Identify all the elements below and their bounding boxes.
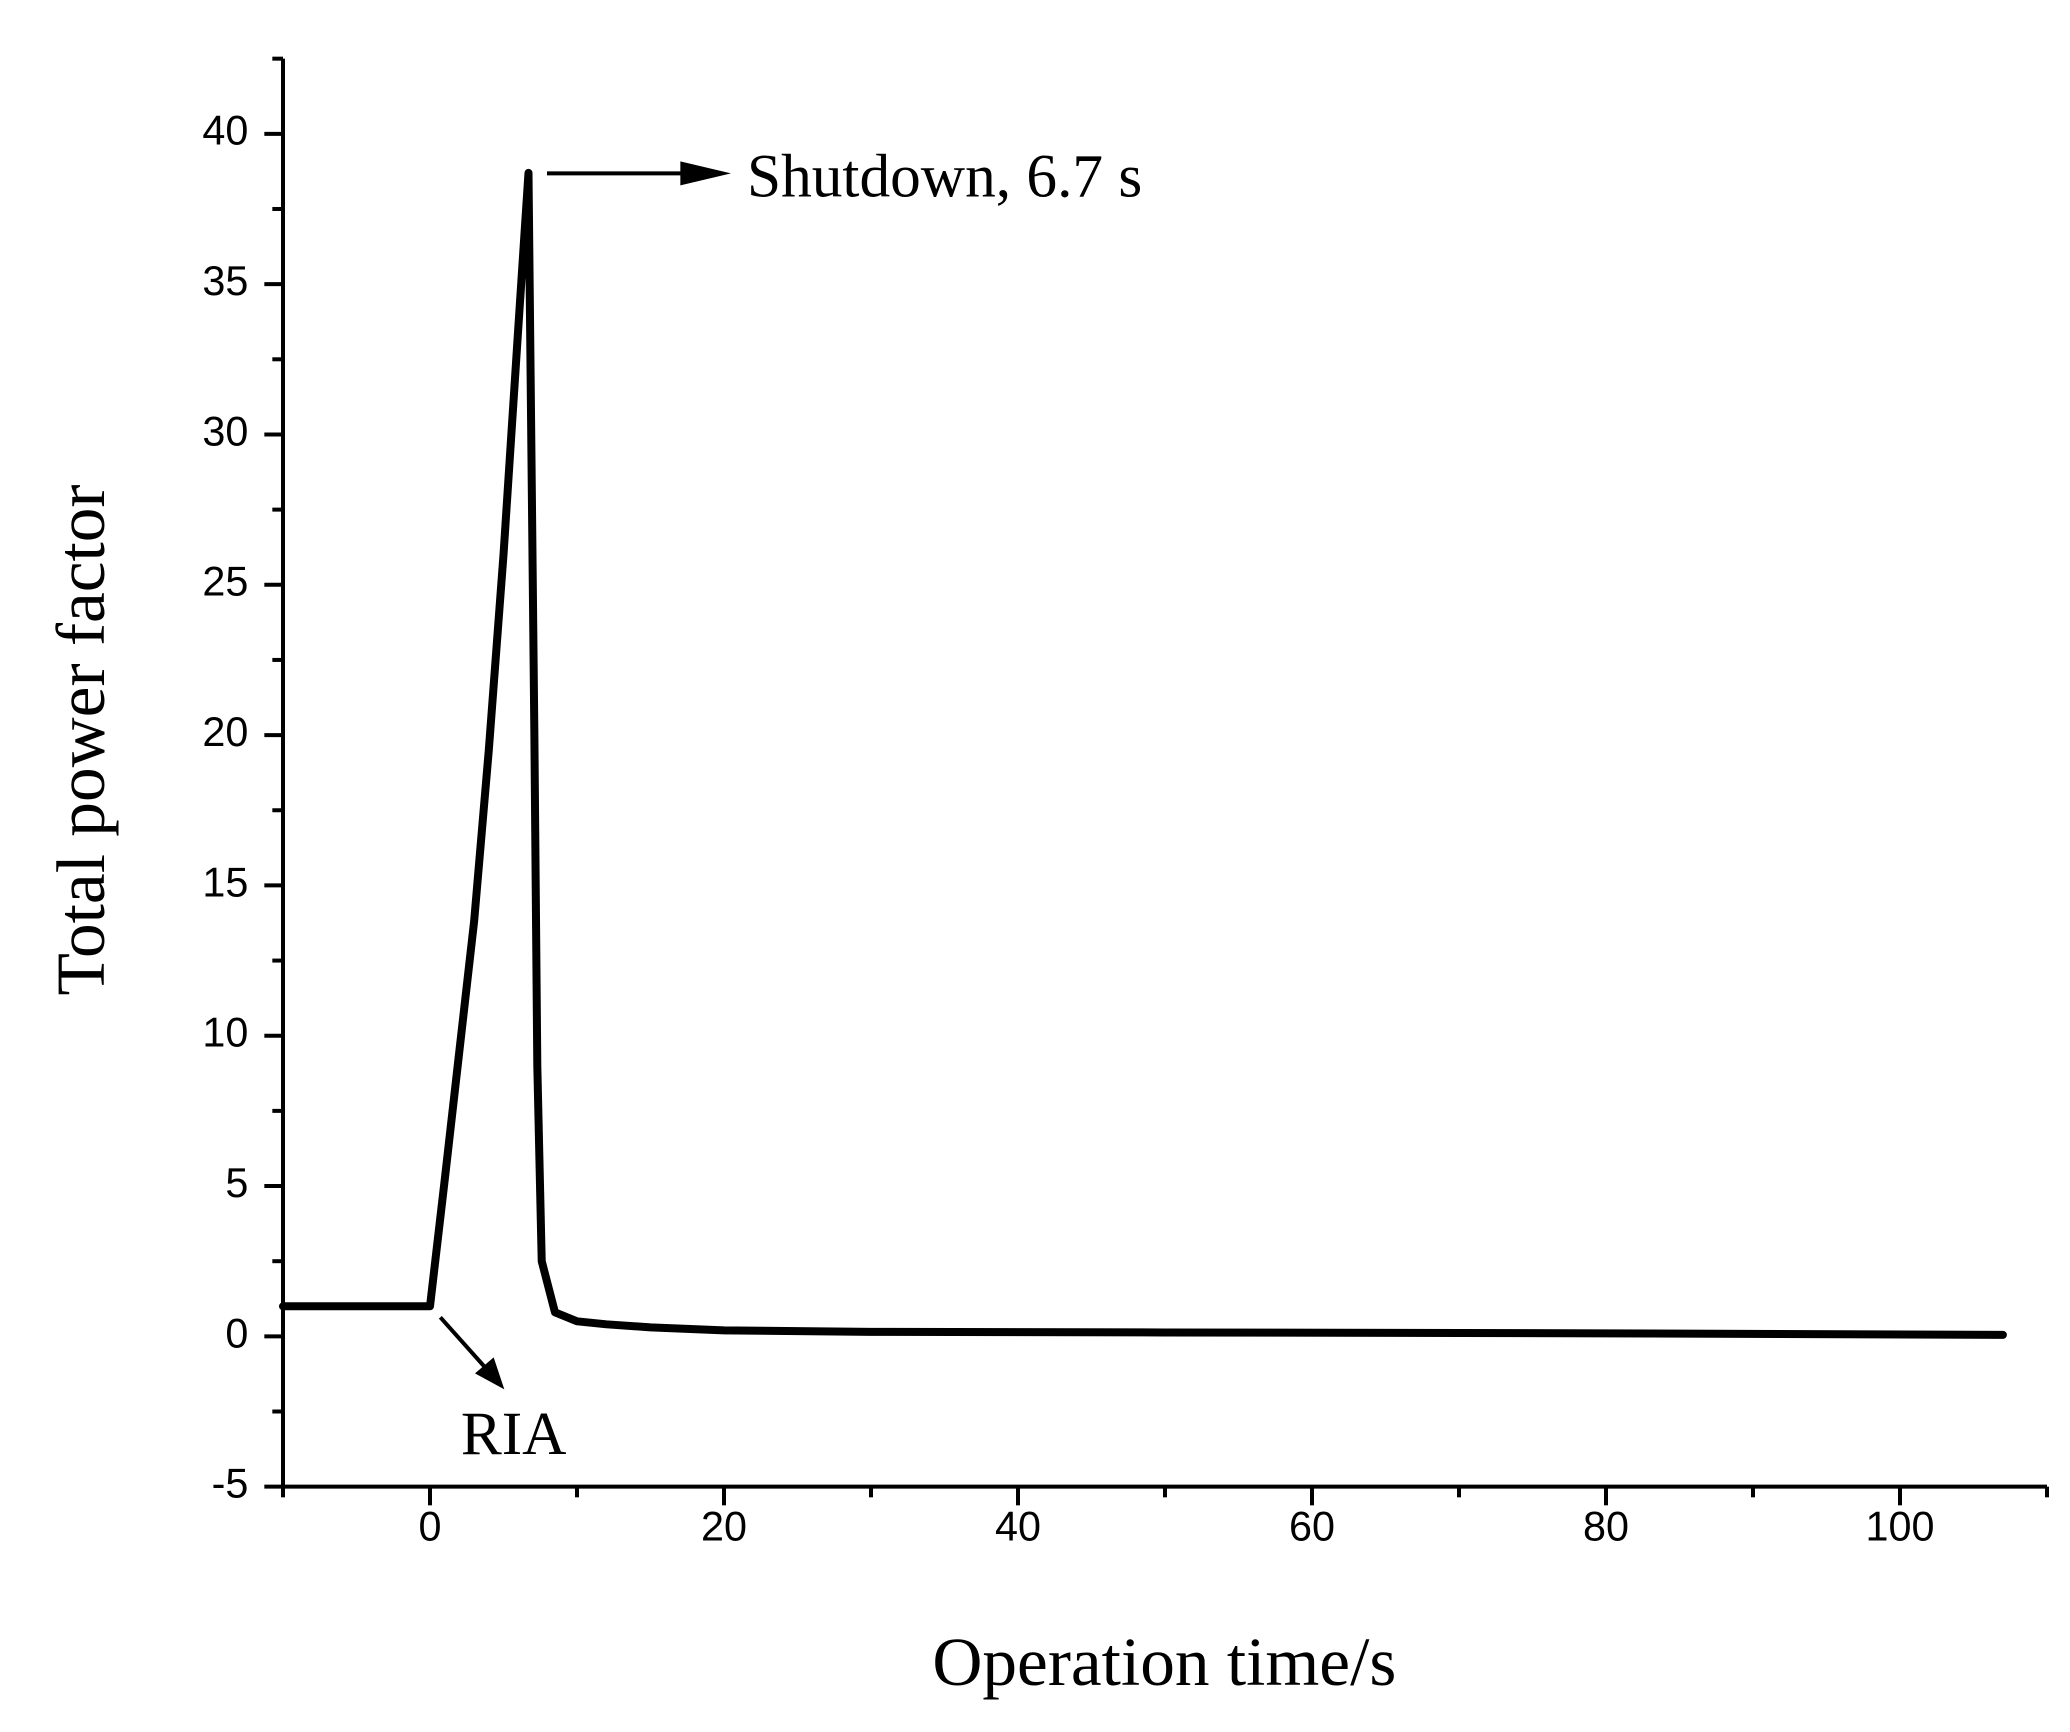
annotation: RIA (461, 1400, 567, 1468)
y-tick-label: 40 (202, 108, 248, 154)
y-tick-label: 0 (225, 1310, 248, 1356)
y-tick-label: 30 (202, 408, 248, 454)
x-tick-label: 0 (419, 1503, 442, 1549)
data-line (278, 168, 2007, 1339)
annotation-arrowhead (475, 1357, 505, 1390)
y-tick-label: 10 (202, 1010, 248, 1056)
y-tick-label: 20 (202, 709, 248, 755)
y-tick-label: 5 (225, 1160, 248, 1206)
y-tick-label: 15 (202, 859, 248, 905)
y-tick-label: -5 (212, 1461, 249, 1507)
x-axis-title: Operation time/s (932, 1623, 1396, 1700)
x-tick-label: 20 (701, 1503, 747, 1549)
x-tick-label: 100 (1866, 1503, 1935, 1549)
y-axis-title: Total power factor (42, 484, 119, 995)
x-tick-label: 60 (1289, 1503, 1335, 1549)
annotation: Shutdown, 6.7 s (747, 143, 1142, 211)
x-tick-label: 80 (1583, 1503, 1629, 1549)
annotation-arrowhead (680, 161, 731, 186)
annotation-arrow (438, 1315, 488, 1370)
y-tick-label: 35 (202, 258, 248, 304)
x-tick-label: 40 (995, 1503, 1041, 1549)
y-tick-label: 25 (202, 559, 248, 605)
